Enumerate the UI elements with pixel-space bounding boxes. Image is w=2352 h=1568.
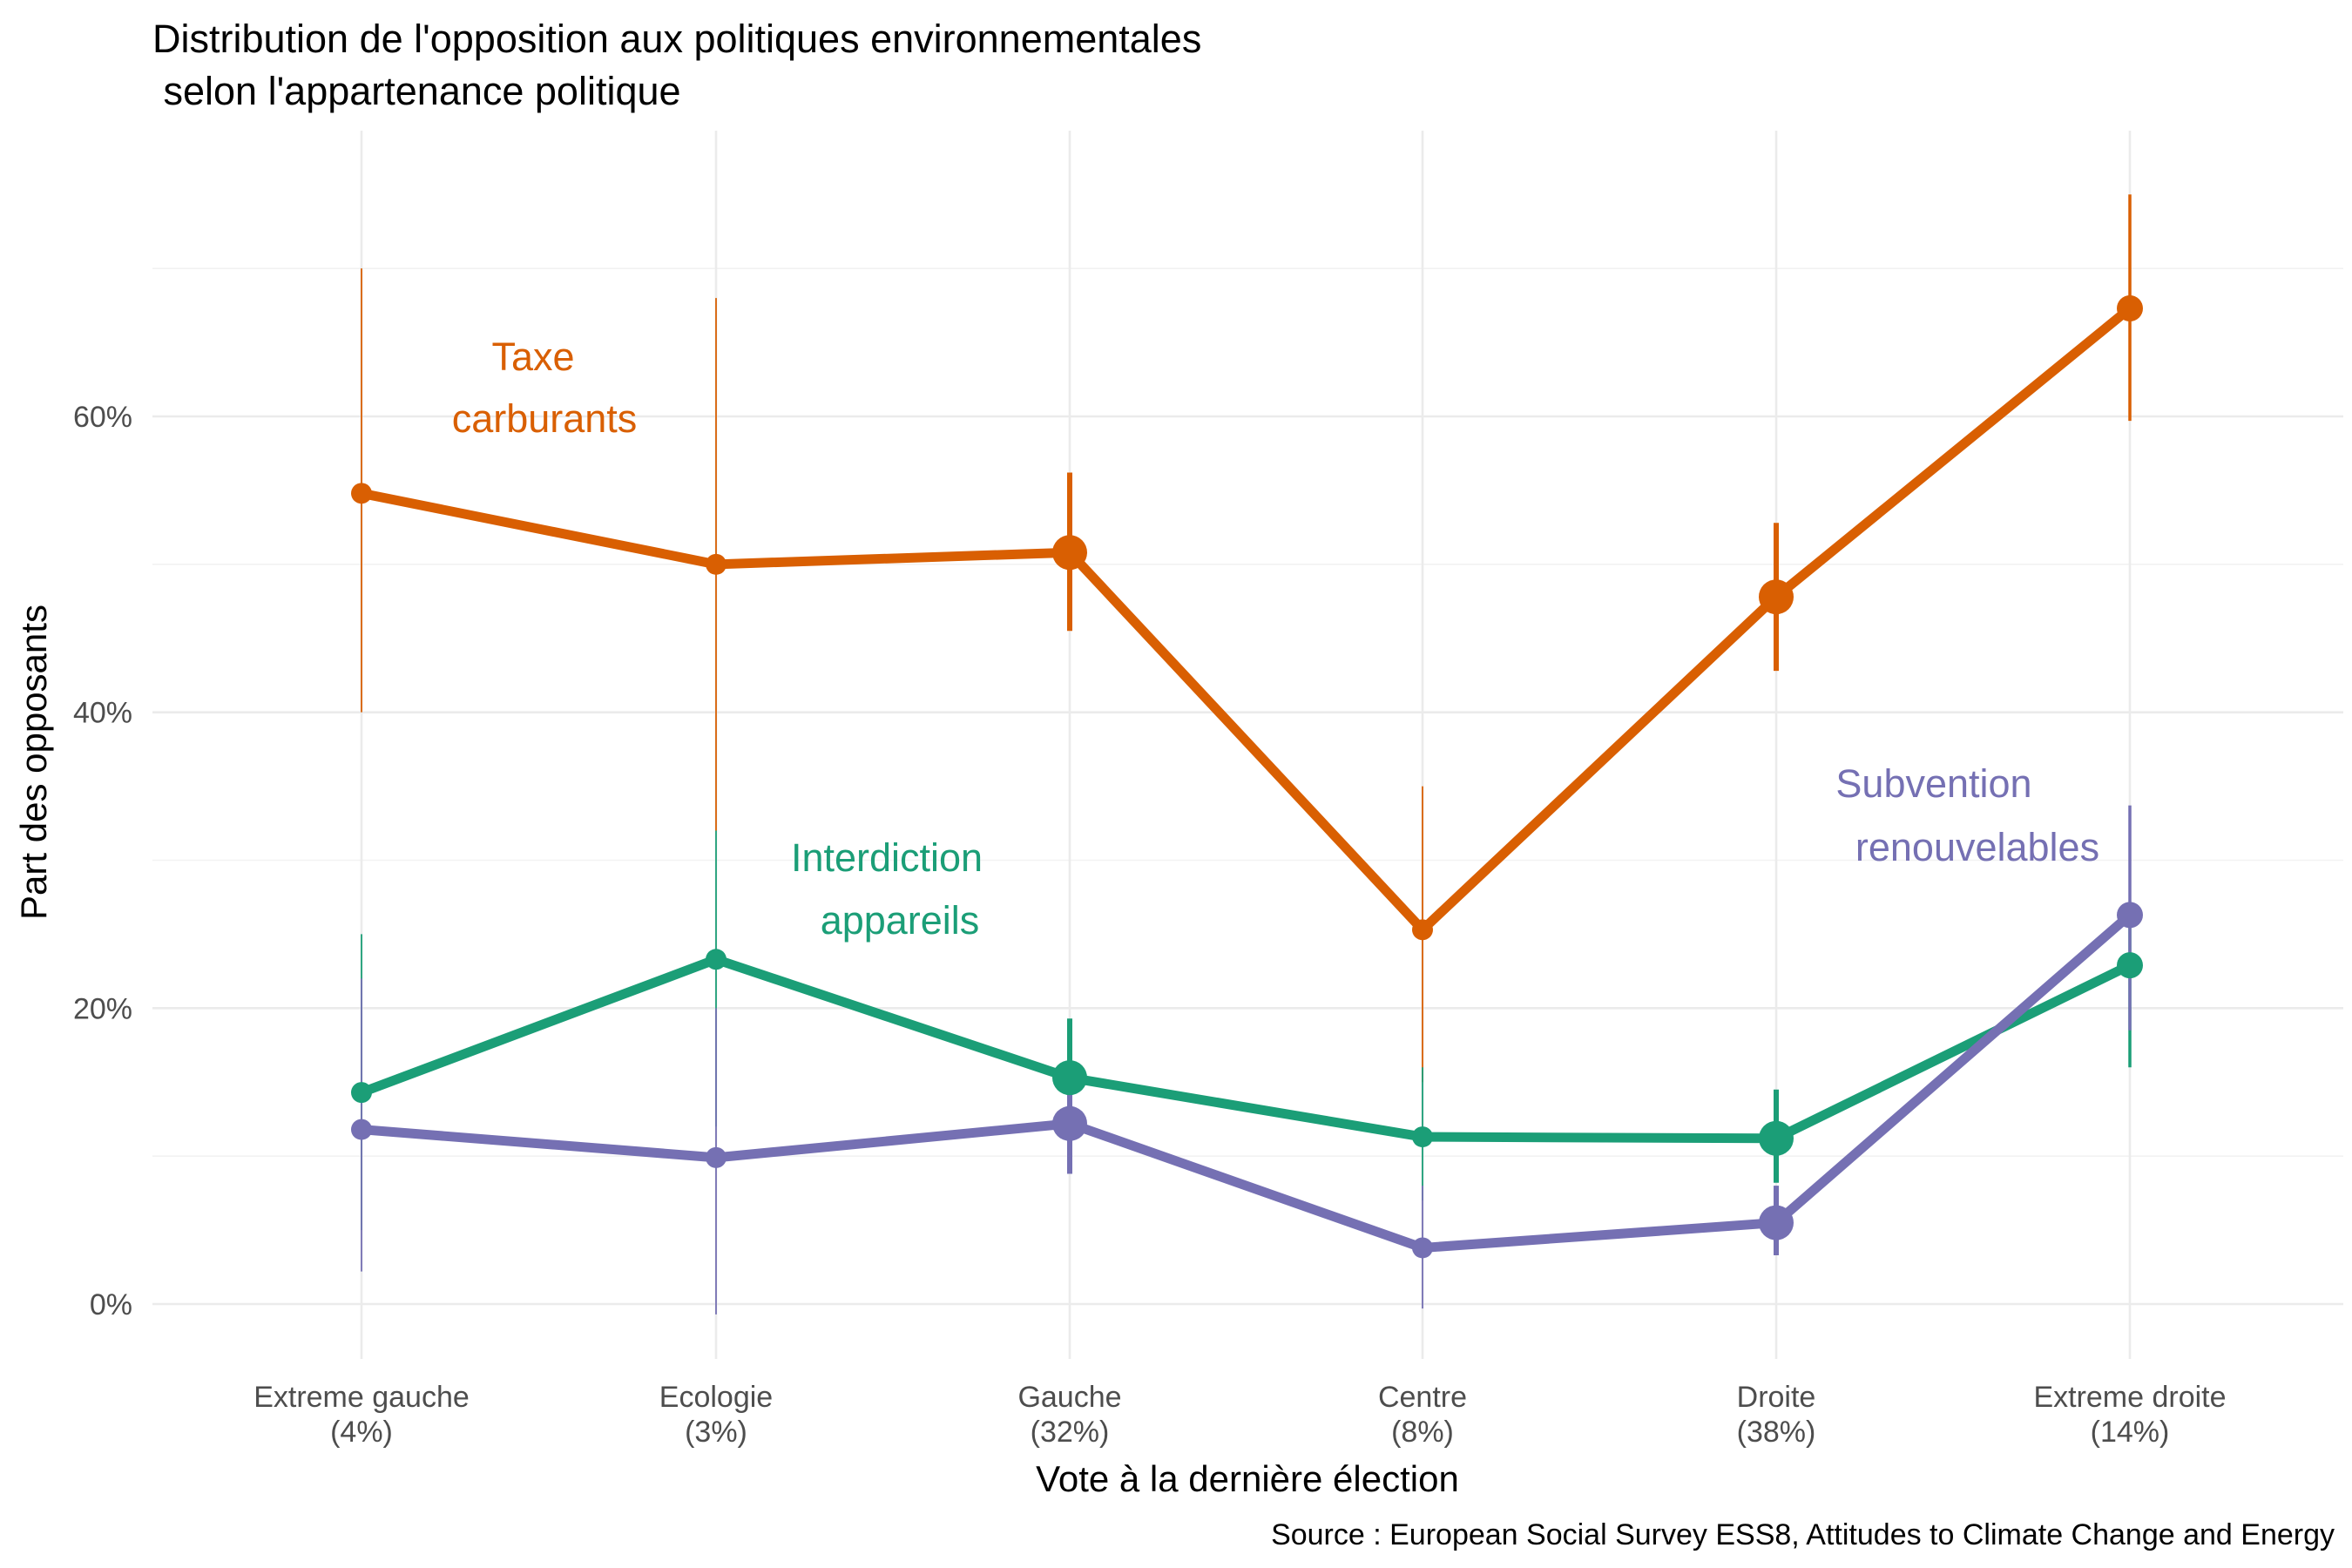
data-point-interdiction: [1052, 1060, 1087, 1096]
y-tick-label: 60%: [73, 401, 132, 434]
x-tick-share: (8%): [1391, 1416, 1454, 1449]
data-point-interdiction: [1412, 1126, 1433, 1148]
x-axis-ticks: Extreme gauche(4%) Ecologie(3%) Gauche(32%…: [253, 1381, 2226, 1449]
y-axis-ticks: 0% 20% 40% 60%: [73, 401, 132, 1321]
series-line-subvention: [356, 909, 2135, 1253]
data-point-subvention: [706, 1146, 727, 1168]
y-tick-label: 0%: [90, 1288, 132, 1321]
data-point-taxe: [706, 553, 727, 575]
x-tick-label: Extreme gauche: [253, 1381, 470, 1414]
series-line-taxe: [356, 303, 2135, 935]
x-tick-share: (14%): [2091, 1416, 2170, 1449]
data-points: [351, 295, 2143, 1259]
data-point-taxe: [1412, 919, 1433, 941]
x-tick-share: (4%): [330, 1416, 393, 1449]
x-axis-title: Vote à la dernière élection: [1036, 1458, 1459, 1499]
series-labels: Taxe carburants Interdiction appareils Subve…: [452, 335, 2099, 943]
x-tick-label: Gauche: [1017, 1381, 1121, 1414]
y-tick-label: 40%: [73, 697, 132, 730]
series-line-interdiction: [356, 954, 2135, 1144]
data-point-subvention: [1412, 1237, 1433, 1259]
data-point-taxe: [2117, 295, 2143, 322]
series-label-taxe: Taxe: [491, 335, 574, 379]
data-point-subvention: [351, 1119, 372, 1140]
series-label-subvention: renouvelables: [1855, 825, 2099, 869]
x-tick-share: (3%): [685, 1416, 747, 1449]
y-tick-label: 20%: [73, 992, 132, 1025]
chart-title-line1: Distribution de l'opposition aux politiq…: [152, 17, 1201, 61]
data-point-subvention: [1759, 1205, 1794, 1240]
chart-caption: Source : European Social Survey ESS8, At…: [1271, 1518, 2335, 1551]
x-tick-share: (38%): [1737, 1416, 1816, 1449]
series-label-interdiction: appareils: [821, 898, 980, 943]
data-point-interdiction: [351, 1082, 372, 1104]
series-label-taxe: carburants: [452, 396, 638, 441]
x-tick-label: Extreme droite: [2033, 1381, 2226, 1414]
data-point-interdiction: [1759, 1120, 1794, 1156]
series-label-subvention: Subvention: [1835, 761, 2031, 806]
data-point-subvention: [1052, 1105, 1087, 1141]
x-tick-label: Ecologie: [659, 1381, 773, 1414]
x-tick-label: Centre: [1378, 1381, 1467, 1414]
data-point-interdiction: [2117, 952, 2143, 979]
data-point-taxe: [351, 483, 372, 504]
series-lines: [356, 303, 2135, 1253]
data-point-taxe: [1052, 535, 1087, 571]
chart-title-line2: selon l'appartenance politique: [152, 69, 681, 113]
data-point-taxe: [1759, 579, 1794, 615]
x-tick-share: (32%): [1031, 1416, 1110, 1449]
x-tick-label: Droite: [1737, 1381, 1816, 1414]
data-point-subvention: [2117, 902, 2143, 929]
data-point-interdiction: [706, 949, 727, 970]
y-axis-title: Part des opposants: [13, 605, 54, 920]
series-label-interdiction: Interdiction: [791, 835, 983, 880]
